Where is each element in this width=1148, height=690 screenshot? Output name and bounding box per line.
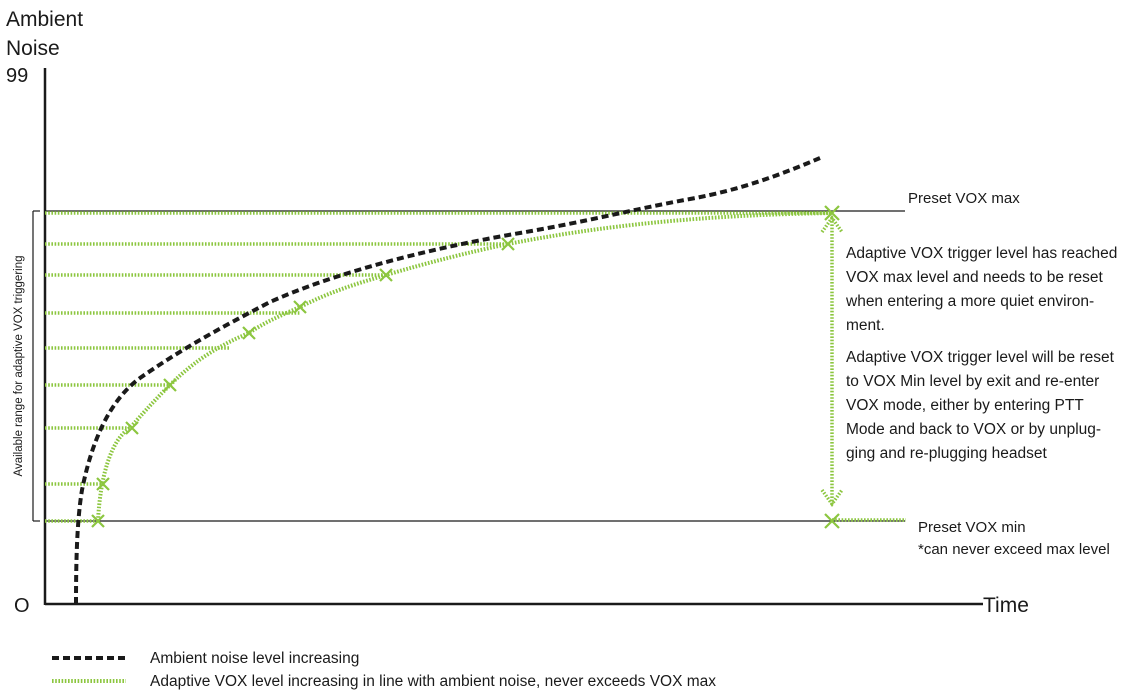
adaptive-vox-curve [96, 211, 833, 522]
x-marker [125, 421, 139, 435]
y-axis-max-label: 99 [6, 65, 28, 87]
note-line: when entering a more quiet environ- [845, 293, 1094, 310]
x-marker [91, 514, 105, 528]
reset-arrow-head-up [820, 214, 844, 234]
note-line: ment. [846, 317, 885, 334]
legend-adaptive-label: Adaptive VOX level increasing in line wi… [150, 673, 716, 690]
legend: Ambient noise level increasing Adaptive … [52, 650, 716, 690]
note-line: to VOX Min level by exit and re-enter [846, 373, 1099, 390]
x-marker [501, 237, 515, 251]
note-line: VOX max level and needs to be reset [846, 269, 1103, 286]
y-axis-min-label: O [14, 595, 30, 617]
reset-arrow-head-down [820, 488, 844, 508]
note-line: Mode and back to VOX or by unplug- [846, 421, 1101, 438]
legend-ambient-label: Ambient noise level increasing [150, 650, 359, 667]
x-marker [242, 326, 256, 340]
adaptive-step-lines [45, 211, 906, 523]
reset-arrow [820, 214, 844, 508]
x-marker [824, 205, 840, 221]
note-line: ging and re-plugging headset [846, 445, 1047, 462]
x-marker [293, 300, 307, 314]
preset-vox-min-label: Preset VOX min [918, 519, 1026, 536]
x-marker [824, 513, 840, 529]
range-label: Available range for adaptive VOX trigger… [13, 256, 25, 477]
note-line: VOX mode, either by entering PTT [846, 397, 1084, 414]
note-line: Adaptive VOX trigger level has reached [846, 245, 1117, 262]
x-marker [379, 268, 393, 282]
adaptive-markers [91, 205, 840, 529]
note-reset: Adaptive VOX trigger level will be reset… [846, 349, 1115, 462]
y-axis-title-line1: Ambient [6, 8, 83, 31]
note-reached-max: Adaptive VOX trigger level has reached V… [845, 245, 1117, 334]
note-line: Adaptive VOX trigger level will be reset [846, 349, 1115, 366]
preset-vox-min-note: *can never exceed max level [918, 541, 1110, 558]
ambient-noise-curve [74, 156, 821, 605]
preset-vox-max-label: Preset VOX max [908, 190, 1020, 207]
x-marker [96, 477, 110, 491]
x-axis-title: Time [983, 594, 1029, 617]
x-marker [163, 378, 177, 392]
y-axis-title-line2: Noise [6, 37, 60, 60]
